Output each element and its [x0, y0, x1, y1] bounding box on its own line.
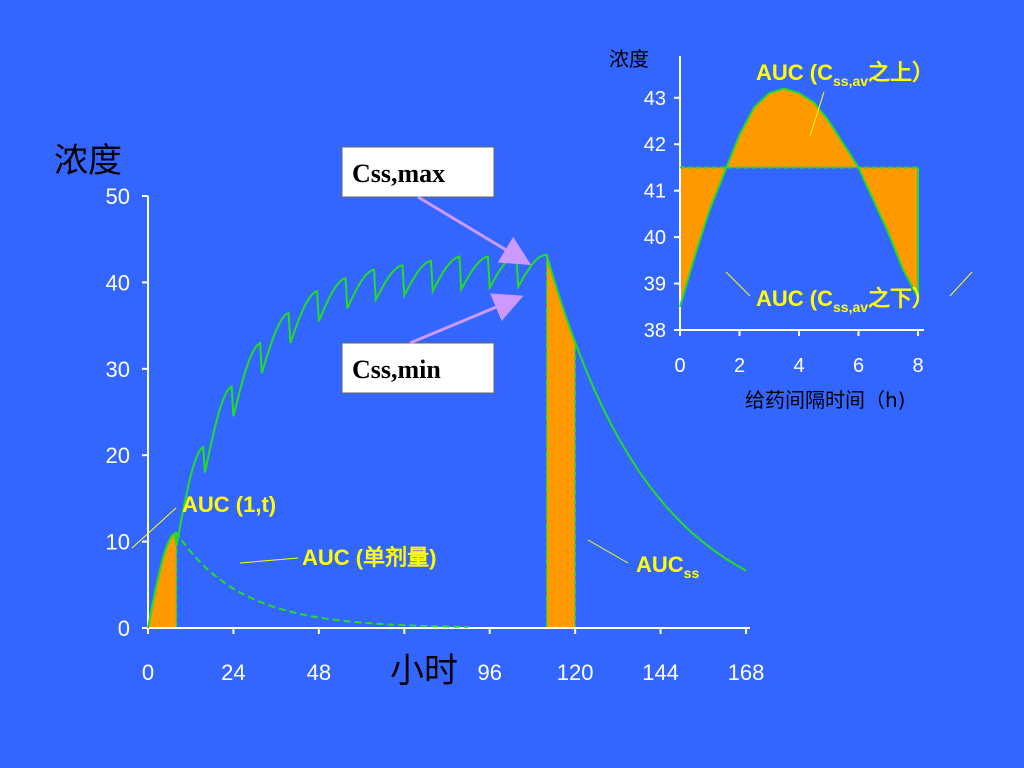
single-dose-curve	[147, 531, 469, 629]
main-x-tick-label: 24	[221, 660, 245, 685]
main-y-tick-label: 10	[106, 530, 130, 555]
main-x-tick-label: 0	[142, 660, 154, 685]
main-curves	[147, 253, 747, 629]
css-min-label: Css,min	[352, 355, 441, 384]
inset-y-tick-label: 40	[644, 227, 666, 249]
inset-chart: 浓度 0 2 4 6 8 38 39 40 41 42 43 给药间隔时间（h)	[609, 47, 924, 412]
auc-1t-label: AUC (1,t)	[182, 492, 276, 517]
auc-shaded-area	[147, 532, 178, 629]
main-x-tick-label: 96	[477, 660, 501, 685]
main-x-tick-label: 168	[728, 660, 765, 685]
css-max-label: Css,max	[352, 159, 445, 188]
inset-x-tick-label: 6	[853, 355, 864, 377]
inset-axes: 0 2 4 6 8 38 39 40 41 42 43	[644, 56, 924, 377]
inset-concentration-curve	[679, 87, 919, 308]
multiple-dose-curve	[147, 253, 747, 629]
auc-1t-leader	[131, 507, 177, 549]
inset-x-tick-label: 2	[734, 355, 745, 377]
inset-y-tick-label: 42	[644, 134, 666, 156]
auc-ss-leader	[587, 539, 629, 564]
main-y-tick-label: 20	[106, 443, 130, 468]
inset-x-tick-label: 0	[674, 355, 685, 377]
auc-single-leader	[239, 557, 299, 564]
main-x-tick-label: 144	[642, 660, 679, 685]
inset-x-axis-label: 给药间隔时间（h)	[745, 388, 905, 412]
main-y-tick-label: 0	[118, 616, 130, 641]
main-y-tick-label: 50	[106, 184, 130, 209]
auc-above-below-area	[680, 88, 918, 307]
main-y-tick-label: 30	[106, 357, 130, 382]
auc-above-label: AUC (Css,av之上）	[756, 60, 934, 89]
auc-shaded-area	[545, 254, 576, 629]
inset-y-tick-label: 43	[644, 88, 666, 110]
main-x-axis-label: 小时	[390, 651, 458, 691]
inset-y-tick-label: 41	[644, 181, 666, 203]
css-max-arrow	[417, 195, 532, 266]
inset-x-tick-label: 4	[793, 355, 804, 377]
inset-y-axis-label: 浓度	[609, 47, 649, 71]
auc-below-leader-right	[949, 271, 973, 297]
inset-y-tick-label: 39	[644, 274, 666, 296]
main-x-tick-label: 48	[307, 660, 331, 685]
main-y-axis-label: 浓度	[54, 141, 122, 181]
inset-y-tick-label: 38	[644, 320, 666, 342]
inset-x-tick-label: 8	[912, 355, 923, 377]
auc-ss-label: AUCss	[636, 552, 699, 581]
inset-curves	[679, 87, 919, 308]
css-min-box: Css,min	[341, 342, 495, 394]
main-x-tick-label: 120	[557, 660, 594, 685]
auc-above-leader	[809, 91, 825, 137]
inset-shaded-areas	[680, 88, 918, 307]
css-max-box: Css,max	[341, 146, 495, 198]
auc-below-label: AUC (Css,av之下）	[756, 286, 934, 315]
auc-single-label: AUC (单剂量)	[302, 545, 436, 570]
main-y-tick-label: 40	[106, 270, 130, 295]
auc-below-leader-left	[725, 271, 751, 297]
css-min-arrow	[409, 293, 524, 345]
